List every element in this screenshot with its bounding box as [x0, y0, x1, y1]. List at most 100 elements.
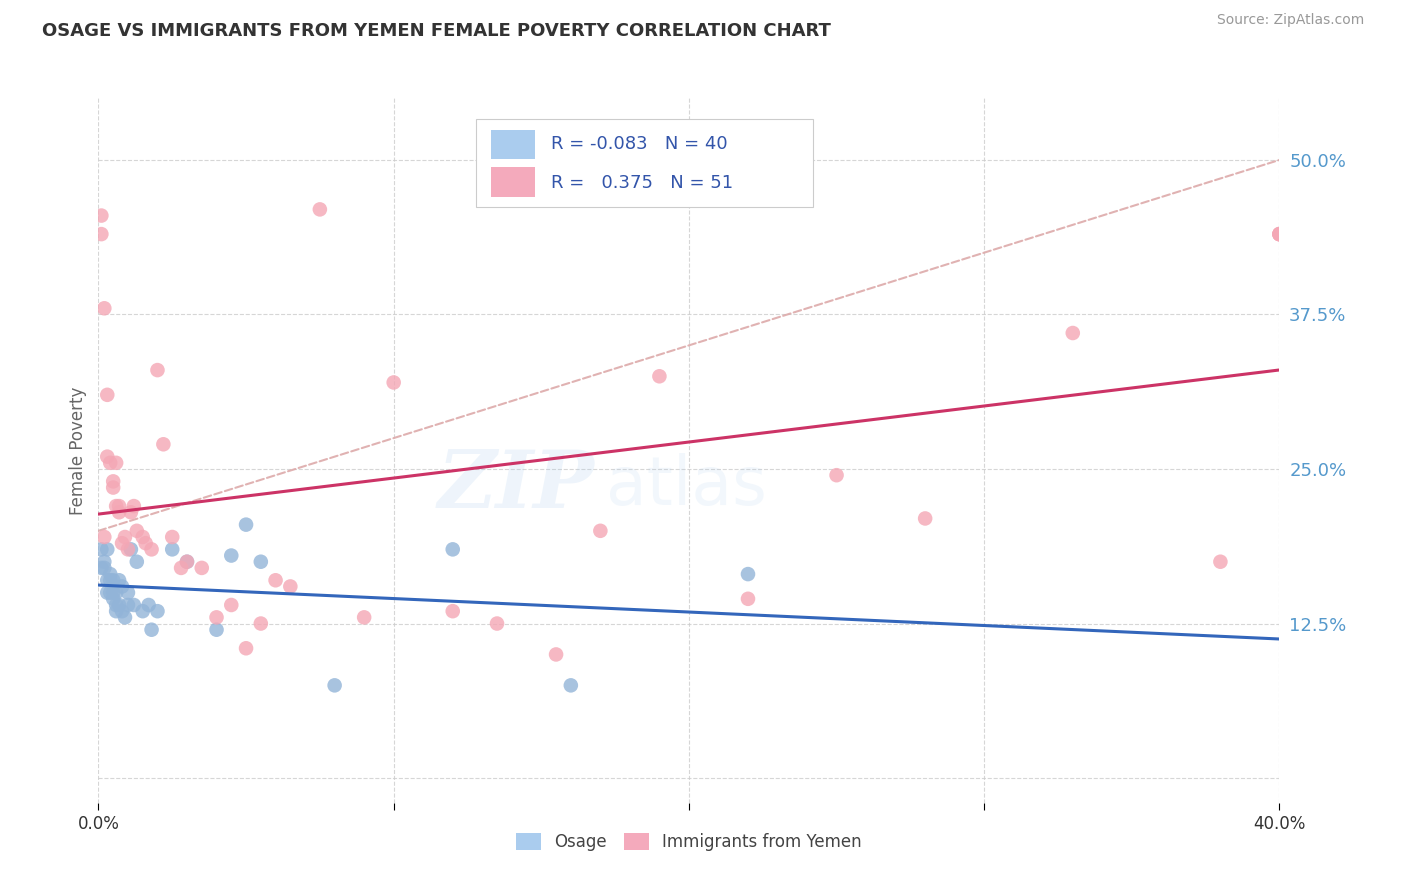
Point — [560, 678, 582, 692]
Point — [323, 678, 346, 692]
Point — [135, 536, 157, 550]
Point — [90, 209, 112, 223]
Point — [146, 604, 169, 618]
Point — [825, 468, 848, 483]
Point — [737, 567, 759, 582]
Legend: Osage, Immigrants from Yemen: Osage, Immigrants from Yemen — [509, 826, 869, 858]
Point — [170, 561, 193, 575]
Point — [132, 530, 155, 544]
Point — [353, 610, 375, 624]
Point — [1268, 227, 1291, 241]
Point — [96, 585, 118, 599]
Point — [235, 517, 257, 532]
Point — [125, 524, 148, 538]
Point — [205, 623, 228, 637]
Point — [280, 579, 302, 593]
Point — [138, 598, 160, 612]
Point — [162, 530, 183, 544]
Bar — [491, 167, 536, 197]
Point — [117, 598, 139, 612]
Point — [96, 574, 118, 588]
Point — [96, 388, 118, 402]
Point — [117, 542, 139, 557]
Point — [105, 604, 128, 618]
Point — [132, 604, 155, 618]
Point — [141, 542, 163, 557]
Point — [96, 450, 118, 464]
Point — [105, 585, 128, 599]
Point — [1268, 227, 1291, 241]
Point — [221, 549, 243, 563]
Point — [117, 585, 139, 599]
Point — [382, 376, 405, 390]
Point — [93, 555, 115, 569]
Point — [108, 574, 131, 588]
Point — [90, 227, 112, 241]
Point — [441, 604, 464, 618]
Point — [98, 567, 121, 582]
Point — [103, 481, 125, 495]
Point — [914, 511, 936, 525]
Point — [120, 542, 142, 557]
Point — [103, 574, 125, 588]
Point — [737, 591, 759, 606]
Point — [1062, 326, 1084, 340]
Point — [250, 555, 273, 569]
Point — [98, 574, 121, 588]
Point — [146, 363, 169, 377]
Point — [1209, 555, 1232, 569]
Point — [1268, 227, 1291, 241]
Point — [264, 574, 287, 588]
Point — [205, 610, 228, 624]
Point — [191, 561, 214, 575]
Point — [141, 623, 163, 637]
Bar — [491, 130, 536, 160]
Point — [108, 499, 131, 513]
Point — [122, 499, 145, 513]
Point — [98, 585, 121, 599]
Text: ZIP: ZIP — [437, 447, 595, 524]
Point — [546, 648, 568, 662]
Point — [162, 542, 183, 557]
Point — [108, 505, 131, 519]
Point — [648, 369, 671, 384]
Point — [98, 456, 121, 470]
Point — [93, 530, 115, 544]
Point — [176, 555, 198, 569]
Text: OSAGE VS IMMIGRANTS FROM YEMEN FEMALE POVERTY CORRELATION CHART: OSAGE VS IMMIGRANTS FROM YEMEN FEMALE PO… — [42, 22, 831, 40]
Point — [108, 598, 131, 612]
Point — [120, 505, 142, 519]
Point — [152, 437, 174, 451]
Point — [93, 561, 115, 575]
Point — [96, 542, 118, 557]
Bar — [477, 120, 813, 207]
Point — [1268, 227, 1291, 241]
Point — [114, 610, 136, 624]
Point — [441, 542, 464, 557]
Point — [125, 555, 148, 569]
Point — [122, 598, 145, 612]
Text: Source: ZipAtlas.com: Source: ZipAtlas.com — [1216, 13, 1364, 28]
Point — [589, 524, 612, 538]
Point — [176, 555, 198, 569]
Point — [235, 641, 257, 656]
Point — [103, 591, 125, 606]
Point — [105, 598, 128, 612]
Y-axis label: Female Poverty: Female Poverty — [69, 386, 87, 515]
Point — [105, 499, 128, 513]
Point — [90, 561, 112, 575]
Point — [103, 585, 125, 599]
Point — [111, 536, 134, 550]
Text: R =   0.375   N = 51: R = 0.375 N = 51 — [551, 174, 733, 192]
Point — [114, 530, 136, 544]
Point — [221, 598, 243, 612]
Point — [250, 616, 273, 631]
Text: atlas: atlas — [606, 453, 768, 518]
Point — [105, 456, 128, 470]
Point — [90, 542, 112, 557]
Point — [103, 475, 125, 489]
Point — [111, 579, 134, 593]
Point — [309, 202, 332, 217]
Text: R = -0.083   N = 40: R = -0.083 N = 40 — [551, 135, 727, 153]
Point — [93, 301, 115, 316]
